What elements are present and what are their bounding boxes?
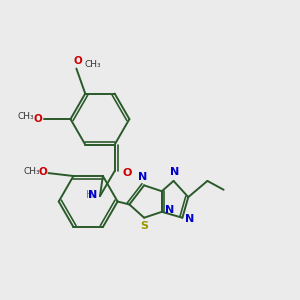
Text: N: N — [170, 167, 180, 177]
Text: O: O — [123, 168, 132, 178]
Text: O: O — [74, 56, 82, 66]
Text: O: O — [34, 114, 43, 124]
Text: O: O — [38, 167, 47, 178]
Text: CH₃: CH₃ — [24, 167, 40, 176]
Text: CH₃: CH₃ — [84, 60, 101, 69]
Text: N: N — [138, 172, 147, 182]
Text: H: H — [86, 190, 94, 200]
Text: S: S — [140, 221, 148, 231]
Text: N: N — [185, 214, 195, 224]
Text: CH₃: CH₃ — [17, 112, 34, 121]
Text: N: N — [165, 206, 174, 215]
Text: N: N — [88, 190, 98, 200]
